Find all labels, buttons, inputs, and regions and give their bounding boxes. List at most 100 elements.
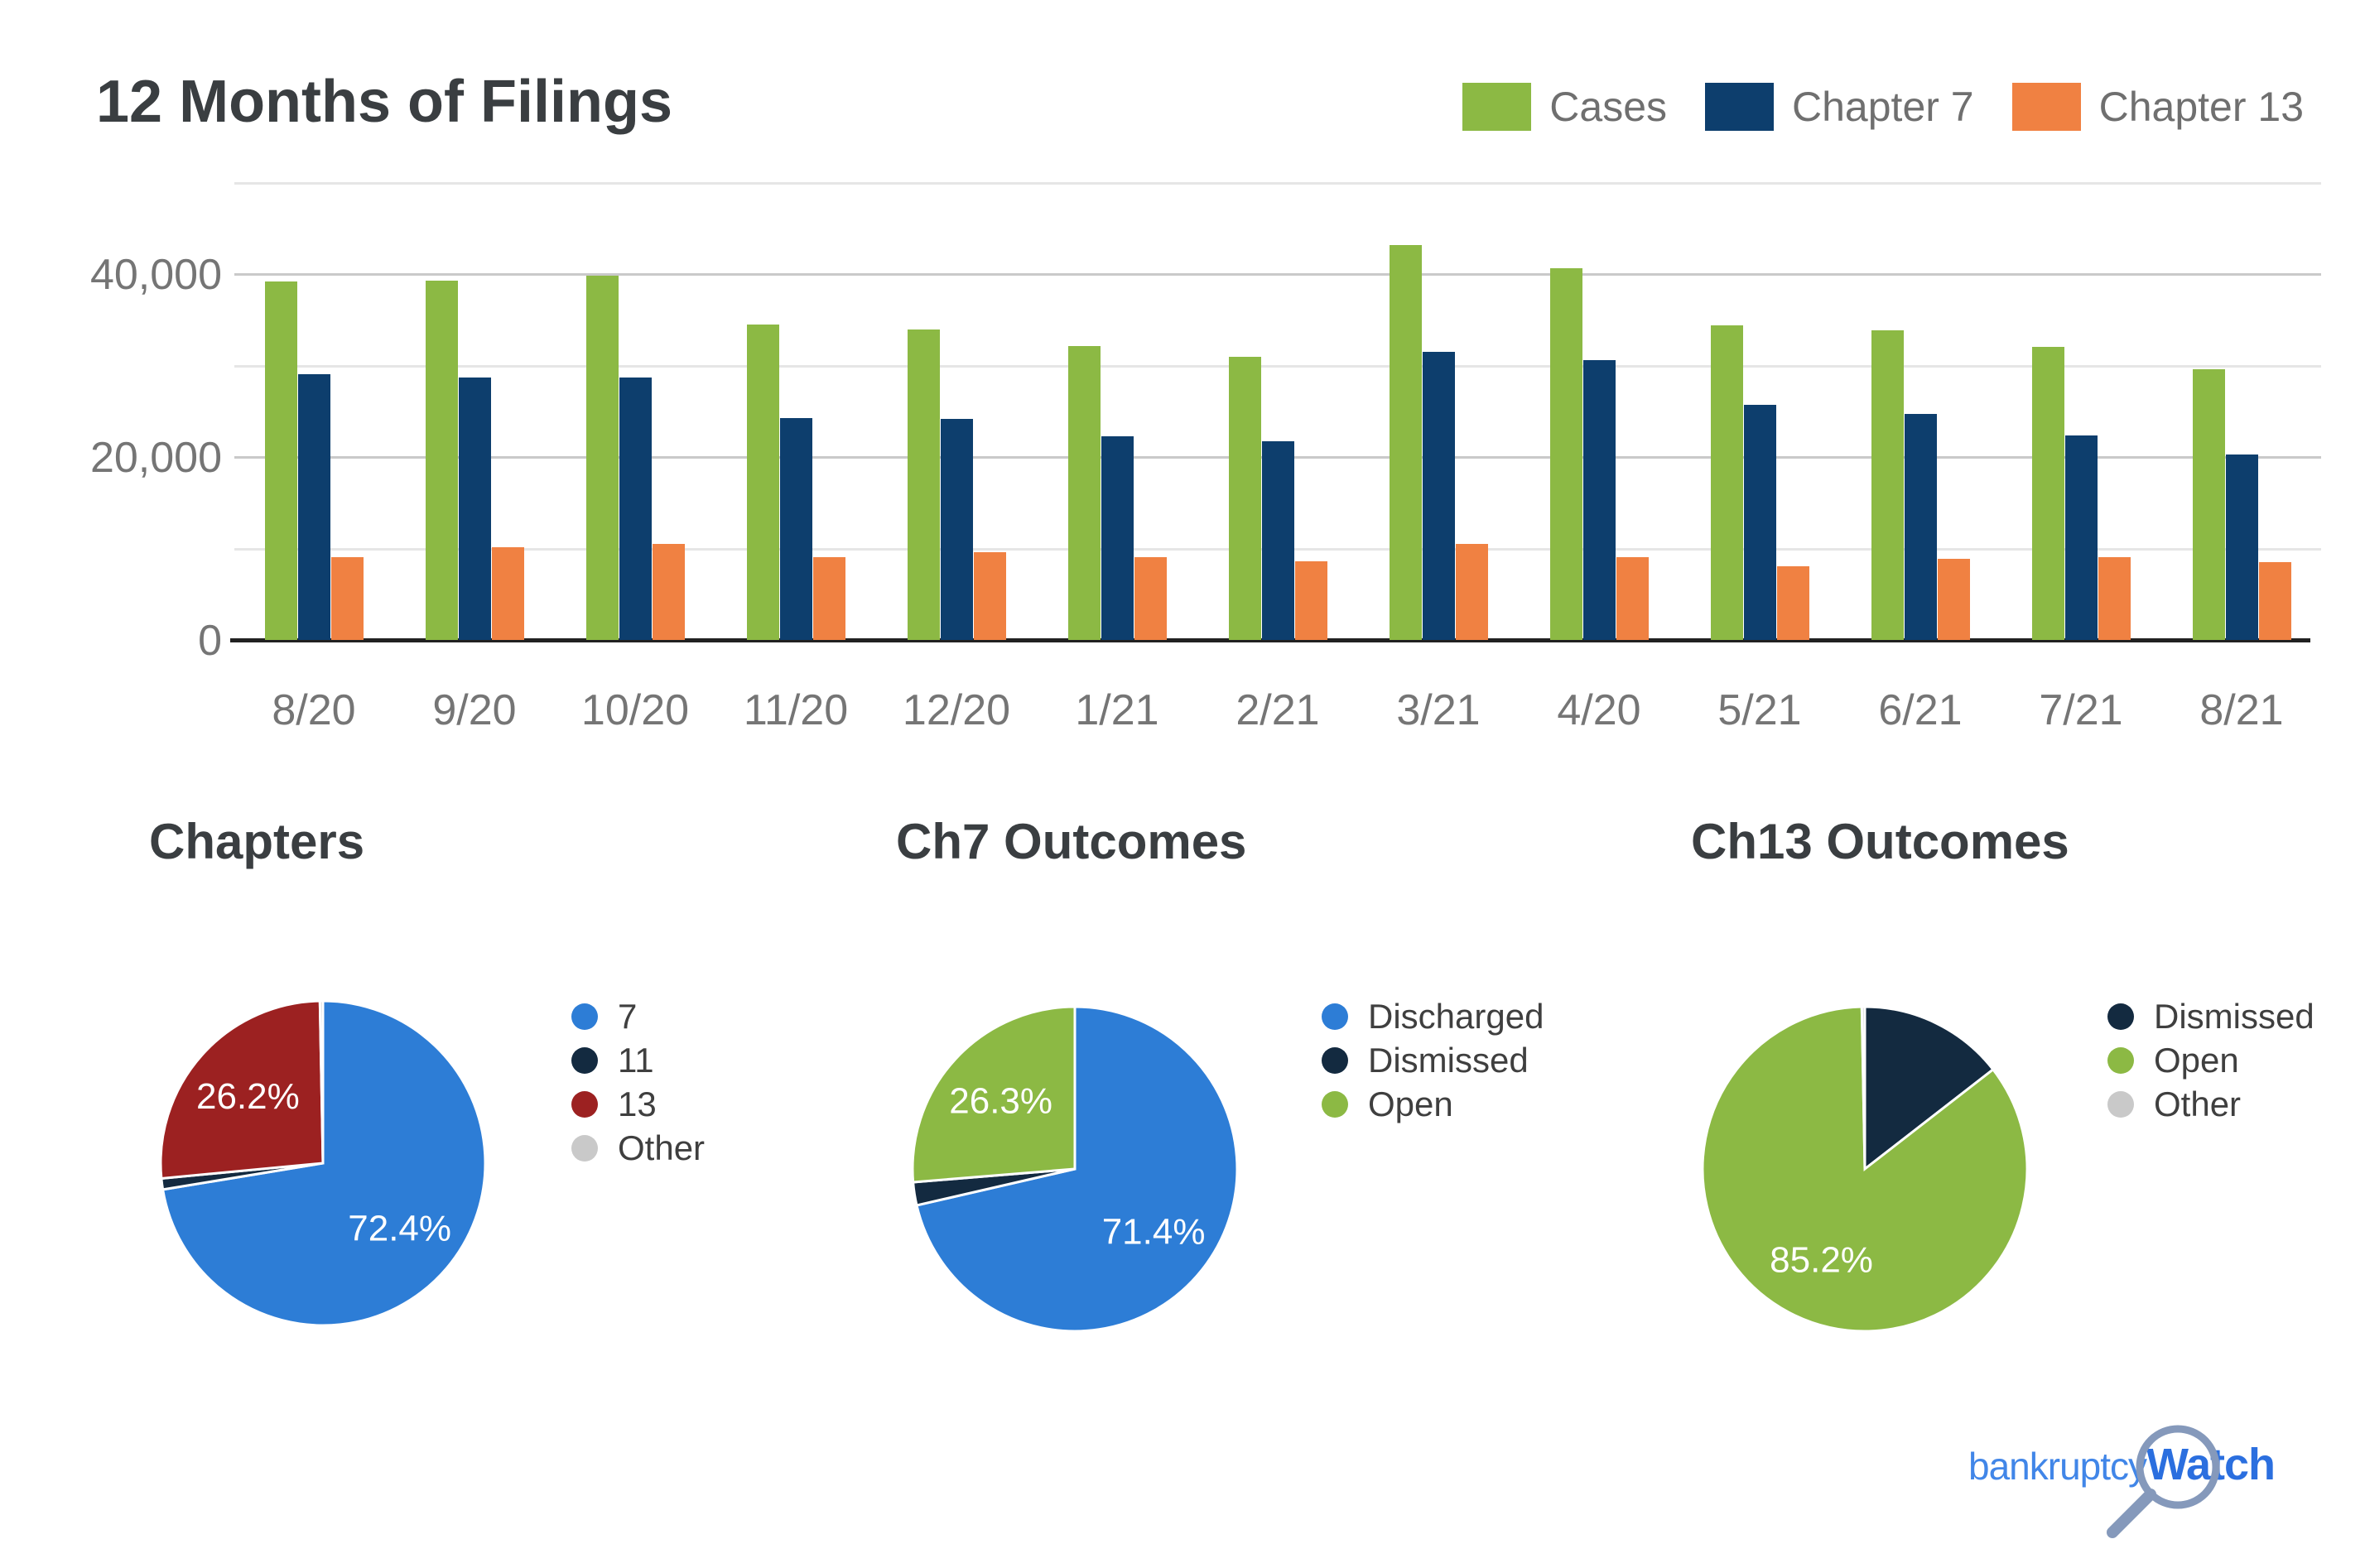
pie-legend-item-other: Other [2107, 1085, 2314, 1123]
x-axis-tick-label: 11/20 [743, 686, 849, 734]
pie-legend-label: Other [2154, 1085, 2242, 1123]
bar-chapter-13 [491, 547, 524, 640]
pie-legend-label: Dismissed [1368, 1041, 1529, 1080]
x-axis-tick-label: 9/20 [432, 686, 517, 734]
pie-legend-ch13-outcomes: Dismissed Open Other [2107, 997, 2314, 1123]
pie-legend-item-13: 13 [571, 1085, 705, 1123]
bar-chapter-13 [1776, 566, 1809, 640]
pie-slice-other [318, 999, 325, 1164]
pie-legend-item-dismissed: Dismissed [1322, 1041, 1544, 1080]
pie-legend-label: Discharged [1368, 997, 1544, 1036]
pie-legend-dot [571, 1047, 598, 1074]
pie-legend-ch7-outcomes: Discharged Dismissed Open [1322, 997, 1544, 1123]
pie-legend-label: Open [2154, 1041, 2239, 1080]
pie-legend-dot [2107, 1047, 2134, 1074]
bar-chart-plot-area [230, 182, 2321, 642]
x-axis-tick-label: 1/21 [1075, 686, 1159, 734]
bar-chapter-13 [1134, 557, 1167, 640]
bar-chart-legend: Cases Chapter 7 Chapter 13 [1462, 83, 2304, 131]
x-axis-tick-label: 2/21 [1235, 686, 1320, 734]
pie-percent-label: 26.3% [949, 1081, 1052, 1122]
bar-cases [1549, 268, 1582, 640]
gridline [234, 182, 2321, 185]
bar-chapter-7 [297, 374, 330, 640]
pie-legend-chapters: 7 11 13 Other [571, 997, 705, 1167]
bar-cases [1710, 325, 1743, 640]
bar-chapter-7 [2225, 455, 2258, 640]
pie-legend-dot [2107, 1003, 2134, 1030]
pie-slice-discharged [915, 1005, 1239, 1333]
pie-legend-label: Open [1368, 1085, 1453, 1123]
bar-chapter-13 [1455, 544, 1488, 640]
pie-percent-label: 26.2% [196, 1076, 300, 1117]
bar-cases [1871, 330, 1904, 640]
pie-legend-label: 11 [618, 1041, 654, 1080]
bar-chapter-13 [812, 557, 845, 640]
legend-swatch [2011, 83, 2081, 131]
pie-legend-dot [571, 1091, 598, 1118]
pie-legend-label: Other [618, 1128, 706, 1167]
logo-text-watch: Watch [2146, 1440, 2276, 1489]
bar-chapter-13 [652, 544, 685, 640]
pie-legend-label: Dismissed [2154, 997, 2314, 1036]
bar-chapter-7 [1582, 360, 1616, 640]
pie-title-ch13-outcomes: Ch13 Outcomes [1691, 814, 2069, 869]
bar-cases [425, 281, 458, 640]
bar-cases [585, 276, 619, 640]
bar-chapter-7 [2064, 435, 2098, 640]
pie-chart-chapters: 72.4% 26.2% [159, 999, 487, 1327]
bar-chapter-7 [940, 419, 973, 640]
x-axis-tick-label: 3/21 [1396, 686, 1481, 734]
pie-legend-item-discharged: Discharged [1322, 997, 1544, 1036]
x-axis-tick-label: 5/21 [1717, 686, 1802, 734]
bar-chapter-13 [1294, 561, 1327, 640]
pie-title-chapters: Chapters [149, 814, 365, 869]
pie-legend-item-other: Other [571, 1128, 705, 1167]
bar-chapter-7 [619, 378, 652, 640]
logo-text-bankruptcy: bankruptcy [1968, 1445, 2147, 1488]
bankruptcywatch-logo: bankruptcy Watch [1968, 1439, 2276, 1490]
x-axis-tick-label: 8/20 [272, 686, 356, 734]
legend-item-chapter-7: Chapter 7 [1705, 83, 1974, 131]
bar-chapter-13 [330, 557, 364, 640]
pie-percent-label: 72.4% [348, 1209, 451, 1249]
pie-legend-label: 13 [618, 1085, 657, 1123]
page-title: 12 Months of Filings [96, 69, 672, 135]
pie-legend-dot [1322, 1003, 1348, 1030]
pie-slice-13 [159, 999, 325, 1181]
legend-swatch [1705, 83, 1775, 131]
x-axis-tick-label: 10/20 [580, 686, 690, 734]
x-axis-tick-label: 6/21 [1878, 686, 1963, 734]
pie-slice-other [1860, 1005, 1866, 1170]
bar-chapter-7 [779, 418, 812, 640]
bar-chapter-13 [1616, 557, 1649, 640]
pie-legend-item-open: Open [1322, 1085, 1544, 1123]
pie-slice-dismissed [1863, 1005, 1995, 1172]
pie-chart-ch13-outcomes: 85.2% [1701, 1005, 2029, 1333]
bar-chapter-7 [1422, 352, 1455, 640]
x-axis-tick-label: 8/21 [2199, 686, 2284, 734]
x-axis-tick-label: 4/20 [1557, 686, 1641, 734]
x-axis-tick-label: 12/20 [902, 686, 1011, 734]
legend-label: Chapter 13 [2098, 84, 2304, 130]
bar-chapter-13 [2258, 562, 2291, 640]
bar-cases [746, 325, 779, 640]
pie-legend-item-open: Open [2107, 1041, 2314, 1080]
bar-cases [1389, 245, 1422, 640]
y-axis-tick-label: 0 [198, 617, 222, 665]
pie-slice-open [911, 1005, 1077, 1184]
pie-legend-dot [1322, 1047, 1348, 1074]
bar-chapter-7 [1743, 405, 1776, 640]
bar-cases [2031, 347, 2064, 640]
legend-label: Chapter 7 [1792, 84, 1974, 130]
pie-legend-item-dismissed: Dismissed [2107, 997, 2314, 1036]
bar-chapter-13 [1937, 559, 1970, 640]
pie-percent-label: 71.4% [1102, 1212, 1206, 1253]
pie-legend-dot [1322, 1091, 1348, 1118]
pie-legend-dot [571, 1003, 598, 1030]
bar-chapter-7 [458, 378, 491, 640]
pie-legend-item-11: 11 [571, 1041, 705, 1080]
bar-chapter-13 [2098, 557, 2131, 640]
bar-cases [264, 281, 297, 640]
